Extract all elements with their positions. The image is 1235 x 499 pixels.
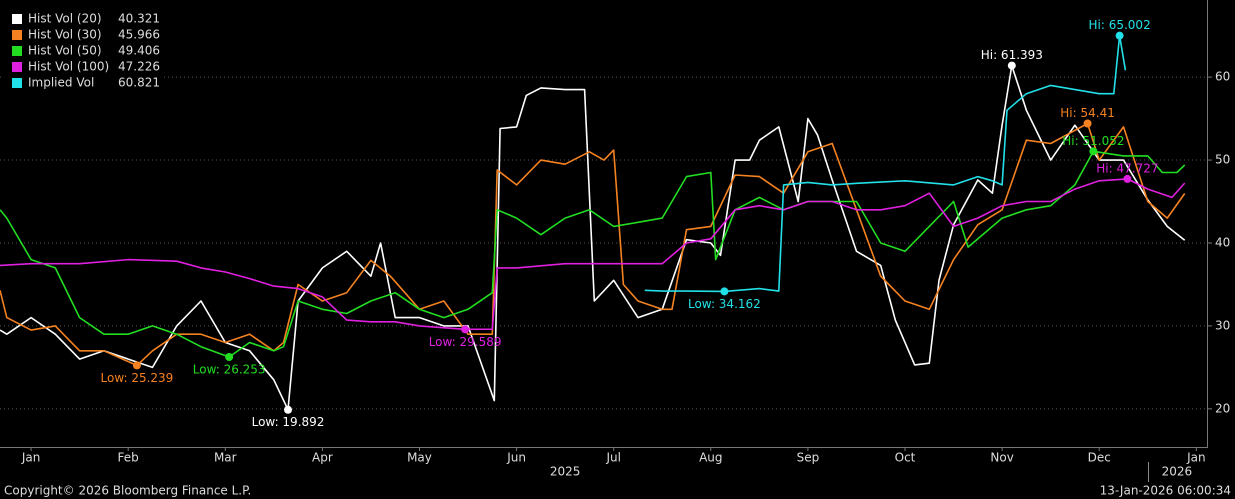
legend-swatch [12,78,22,88]
annotation-label: Hi: 61.393 [981,48,1043,62]
annotation-marker [461,325,470,334]
x-tick-label: Oct [895,451,916,465]
footer-left: Copyright© 2026 Bloomberg Finance L.P. [4,484,251,498]
year-label: 2025 [550,465,581,479]
annotation-label: Hi: 65.002 [1089,18,1151,32]
x-tick-label: May [407,451,432,465]
y-tick-label: 20 [1215,401,1230,415]
x-tick-label: Nov [990,451,1013,465]
annotation-marker [1089,147,1098,156]
legend-swatch [12,46,22,56]
footer-right: 13-Jan-2026 06:00:34 [1100,484,1231,498]
series-line [0,150,1186,358]
annotations: Low: 19.892 Hi: 61.393 Low: 25.239 Hi: 54.4… [101,18,1159,429]
annotation-label: Low: 26.253 [193,362,266,376]
legend-name: Hist Vol (20) [28,12,102,26]
legend-name: Hist Vol (100) [28,60,109,74]
x-tick-label: Jan [1186,451,1206,465]
annotation-marker [132,361,141,370]
x-tick-label: Jul [605,451,620,465]
lines [0,34,1186,411]
legend-name: Implied Vol [28,76,94,90]
legend-swatch [12,30,22,40]
x-tick-label: Aug [699,451,722,465]
annotation-label: Hi: 47.727 [1096,161,1158,175]
annotation-marker [225,352,234,361]
y-tick-label: 40 [1215,235,1230,249]
annotation-label: Low: 19.892 [252,415,325,429]
y-tick-label: 30 [1215,318,1230,332]
series-line [0,122,1186,367]
series-line [0,178,1186,331]
x-tick-label: Jan [21,451,41,465]
legend-value: 60.821 [118,76,160,90]
annotation-marker [1123,174,1132,183]
legend-box [4,10,164,92]
annotation-marker [1115,31,1124,40]
annotation-label: Low: 25.239 [101,371,174,385]
legend-name: Hist Vol (50) [28,44,102,58]
annotation-label: Hi: 54.41 [1060,106,1115,120]
legend-value: 45.966 [118,28,160,42]
x-tick-label: Mar [214,451,237,465]
legend-name: Hist Vol (30) [28,28,102,42]
legend-swatch [12,14,22,24]
legend: Hist Vol (20) 40.321 Hist Vol (30) 45.966 Hi… [4,10,164,92]
annotation-marker [720,287,729,296]
legend-value: 47.226 [118,60,160,74]
series-line [644,34,1127,293]
legend-value: 40.321 [118,12,160,26]
x-tick-label: Apr [312,451,333,465]
annotation-marker [284,405,293,414]
legend-value: 49.406 [118,44,160,58]
legend-swatch [12,62,22,72]
y-tick-label: 60 [1215,70,1230,84]
x-tick-label: Sep [797,451,820,465]
grid [0,76,1212,451]
annotation-label: Hi: 51.052 [1062,134,1124,148]
x-tick-label: Feb [118,451,139,465]
x-tick-label: Jun [506,451,526,465]
annotation-label: Low: 34.162 [688,297,761,311]
x-tick-label: Dec [1088,451,1111,465]
year-label: 2026 [1162,465,1193,479]
y-tick-label: 50 [1215,153,1230,167]
annotation-label: Low: 29.589 [429,335,502,349]
annotation-marker [1083,119,1092,128]
annotation-marker [1007,61,1016,70]
